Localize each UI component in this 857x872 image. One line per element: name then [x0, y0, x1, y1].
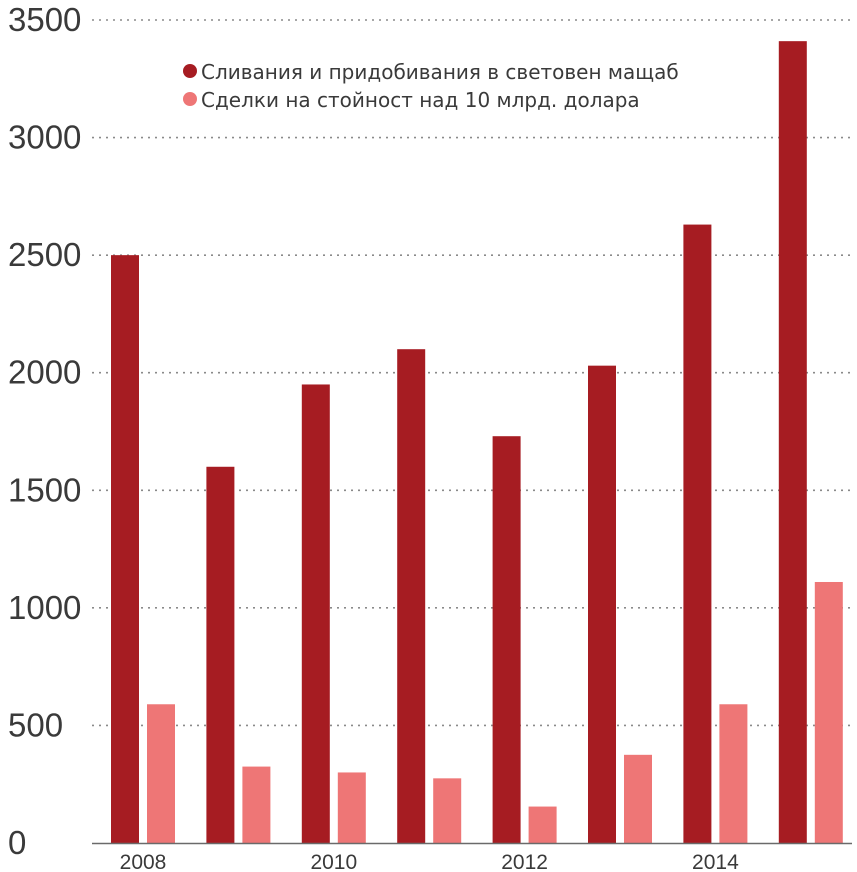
bar-big-deals-2012	[528, 806, 557, 843]
x-tick-label: 2012	[501, 851, 548, 872]
bar-mergers-2010	[301, 384, 330, 843]
y-tick-label: 3500	[8, 1, 81, 38]
bar-mergers-2015	[778, 41, 807, 844]
bar-mergers-2013	[588, 365, 616, 843]
bar-big-deals-2009	[242, 766, 271, 843]
bar-mergers-2014	[683, 224, 712, 843]
x-tick-label: 2014	[692, 851, 739, 872]
bar-mergers-2012	[492, 436, 521, 843]
legend-label-big-deals: Сделки на стойност над 10 млрд. долара	[201, 88, 640, 112]
y-tick-label: 500	[8, 706, 63, 743]
bar-big-deals-2014	[719, 704, 748, 843]
y-tick-label: 0	[8, 824, 26, 861]
bar-big-deals-2015	[814, 581, 843, 843]
y-tick-label: 1500	[8, 471, 81, 508]
bar-big-deals-2008	[147, 704, 175, 843]
y-tick-label: 2500	[8, 236, 81, 273]
x-axis: 2008 2010 2012 2014	[92, 842, 852, 872]
bar-mergers-2008	[111, 255, 139, 844]
y-tick-label: 1000	[8, 589, 81, 626]
legend-marker-big-deals	[183, 92, 197, 106]
bar-mergers-2011	[397, 349, 426, 843]
y-tick-label: 2000	[8, 354, 81, 391]
bars	[111, 41, 843, 844]
x-tick-label: 2010	[310, 851, 357, 872]
x-tick-label: 2008	[120, 851, 167, 872]
legend-marker-mergers	[183, 64, 197, 78]
gridlines	[92, 19, 852, 727]
bar-mergers-2009	[206, 466, 235, 843]
bar-big-deals-2013	[624, 754, 652, 843]
y-axis: 0 500 1000 1500 2000 2500 3000 3500	[8, 1, 81, 861]
legend: Сливания и придобивания в световен мащаб…	[183, 60, 679, 112]
bar-big-deals-2010	[337, 772, 366, 843]
legend-label-mergers: Сливания и придобивания в световен мащаб	[201, 60, 679, 84]
y-tick-label: 3000	[8, 119, 81, 156]
bar-big-deals-2011	[433, 778, 462, 843]
